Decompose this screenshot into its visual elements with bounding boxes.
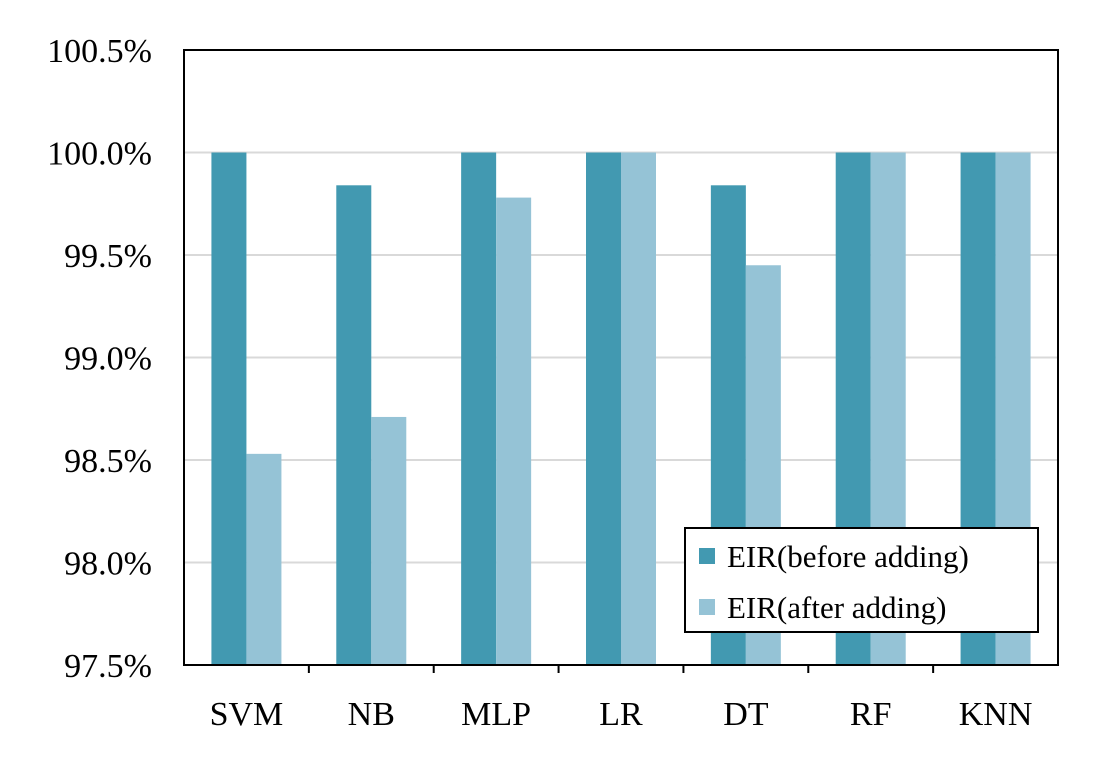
- bar-nb-before: [336, 185, 372, 666]
- bar-mlp-after: [496, 197, 532, 665]
- y-tick-label: 100.0%: [47, 136, 152, 173]
- bar-nb-after: [371, 416, 407, 665]
- y-tick-label: 100.5%: [47, 33, 152, 70]
- y-tick-label: 99.0%: [64, 341, 152, 378]
- legend: EIR(before adding) EIR(after adding): [684, 527, 1039, 633]
- y-tick-label: 97.5%: [64, 648, 152, 685]
- bar-lr-after: [621, 152, 656, 665]
- x-category-label: RF: [850, 696, 892, 733]
- x-category-label: KNN: [959, 696, 1033, 733]
- bar-svm-after: [246, 453, 282, 665]
- bar-svm-before: [211, 152, 247, 665]
- x-category-label: SVM: [210, 696, 284, 733]
- legend-label-before: EIR(before adding): [727, 539, 969, 574]
- y-tick-label: 98.5%: [64, 443, 152, 480]
- legend-label-after: EIR(after adding): [727, 590, 946, 625]
- bar-mlp-before: [461, 152, 497, 665]
- plot-frame: [183, 49, 1059, 666]
- y-tick-label: 99.5%: [64, 238, 152, 275]
- x-category-label: NB: [348, 696, 395, 733]
- legend-swatch-after: [699, 599, 715, 615]
- bar-lr-before: [586, 152, 621, 665]
- legend-swatch-before: [699, 548, 715, 564]
- y-axis-ticks: 97.5% 98.0% 98.5% 99.0% 99.5% 100.0% 100.5%: [47, 33, 152, 685]
- y-tick-label: 98.0%: [64, 546, 152, 583]
- x-category-label: MLP: [461, 696, 531, 733]
- legend-box: [684, 527, 1039, 633]
- x-category-label: LR: [599, 696, 643, 733]
- x-category-label: DT: [723, 696, 769, 733]
- x-axis-labels: SVM NB MLP LR DT RF KNN: [210, 665, 1033, 733]
